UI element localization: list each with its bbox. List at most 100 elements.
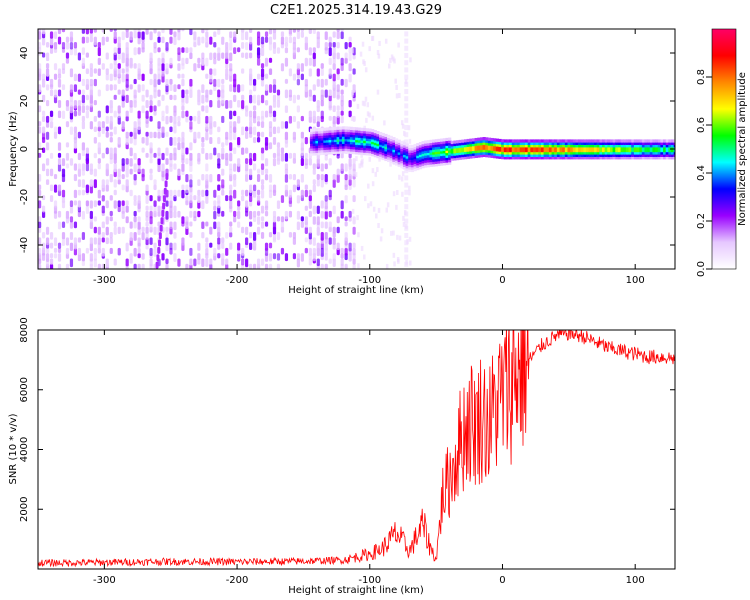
heatmap-cell: [373, 144, 377, 148]
heatmap-cell: [379, 155, 383, 160]
heatmap-cell: [450, 148, 454, 152]
heatmap-cell: [400, 162, 404, 166]
heatmap-cell: [673, 144, 675, 148]
heatmap-cell: [655, 156, 659, 160]
heatmap-cell: [213, 200, 217, 207]
heatmap-cell: [241, 84, 245, 92]
heatmap-cell: [97, 41, 101, 48]
heatmap-cell: [339, 143, 343, 147]
heatmap-cell: [288, 210, 293, 218]
heatmap-cell: [117, 78, 121, 85]
heatmap-cell: [213, 221, 217, 230]
heatmap-cell: [356, 103, 360, 109]
heatmap-cell: [229, 221, 233, 227]
heatmap-cell: [105, 237, 109, 245]
heatmap-cell: [644, 141, 648, 145]
x-tick-label: 100: [626, 275, 645, 286]
heatmap-cell: [177, 115, 181, 122]
heatmap-cell: [181, 78, 185, 87]
heatmap-cell: [633, 144, 638, 148]
heatmap-cell: [312, 133, 316, 137]
heatmap-cell: [671, 156, 675, 160]
heatmap-cell: [336, 115, 340, 125]
heatmap-cell: [300, 131, 304, 139]
heatmap-cell: [260, 184, 265, 190]
heatmap-cell: [668, 153, 672, 157]
heatmap-cell: [617, 151, 622, 155]
heatmap-cell: [181, 184, 185, 191]
heatmap-cell: [340, 163, 344, 172]
heatmap-cell: [384, 133, 388, 138]
heatmap-cell: [173, 205, 177, 212]
heatmap-cell: [272, 94, 277, 103]
heatmap-cell: [288, 68, 293, 77]
heatmap-cell: [318, 137, 322, 141]
heatmap-cell: [551, 156, 555, 160]
heatmap-cell: [357, 263, 360, 269]
heatmap-cell: [426, 161, 431, 165]
heatmap-cell: [201, 200, 205, 210]
heatmap-cell: [245, 189, 249, 197]
heatmap-cell: [404, 125, 409, 130]
heatmap-cell: [503, 139, 508, 143]
heatmap-cell: [360, 146, 364, 151]
heatmap-cell: [604, 153, 608, 157]
heatmap-cell: [300, 29, 304, 32]
heatmap-cell: [256, 137, 261, 143]
heatmap-cell: [65, 100, 70, 107]
heatmap-cell: [339, 136, 343, 140]
heatmap-cell: [320, 149, 324, 153]
heatmap-cell: [213, 78, 217, 87]
heatmap-cell: [453, 142, 457, 147]
heatmap-cell: [404, 139, 409, 145]
heatmap-cell: [636, 146, 640, 150]
heatmap-cell: [416, 143, 420, 147]
heatmap-cell: [323, 151, 327, 155]
heatmap-cell: [387, 146, 391, 151]
heatmap-cell: [189, 221, 193, 227]
heatmap-cell: [461, 144, 465, 148]
heatmap-cell: [588, 139, 592, 143]
heatmap-cell: [432, 139, 436, 143]
heatmap-cell: [260, 168, 265, 176]
heatmap-cell: [559, 151, 563, 155]
heatmap-cell: [101, 63, 105, 70]
heatmap-cell: [300, 158, 304, 167]
heatmap-cell: [389, 150, 393, 154]
heatmap-cell: [173, 115, 177, 125]
heatmap-cell: [617, 156, 622, 160]
heatmap-cell: [352, 258, 356, 265]
heatmap-cell: [221, 189, 225, 196]
heatmap-cell: [333, 148, 338, 152]
heatmap-cell: [373, 137, 377, 141]
heatmap-cell: [554, 149, 558, 153]
heatmap-cell: [292, 29, 296, 33]
heatmap-cell: [437, 155, 441, 159]
heatmap-cell: [487, 137, 492, 141]
heatmap-cell: [45, 237, 50, 246]
heatmap-cell: [169, 126, 173, 133]
heatmap-cell: [381, 154, 385, 158]
heatmap-cell: [201, 221, 205, 229]
heatmap-cell: [448, 142, 452, 146]
heatmap-cell: [229, 41, 233, 51]
heatmap-cell: [49, 115, 54, 122]
heatmap-cell: [437, 146, 441, 150]
figure-title: C2E1.2025.314.19.43.G29: [270, 3, 442, 18]
heatmap-cell: [332, 89, 336, 99]
heatmap-cell: [105, 147, 109, 155]
heatmap-cell: [357, 129, 362, 134]
heatmap-cell: [652, 151, 656, 155]
heatmap-cell: [320, 173, 324, 181]
heatmap-cell: [519, 156, 523, 160]
heatmap-cell: [225, 100, 229, 109]
heatmap-cell: [308, 158, 312, 166]
heatmap-cell: [426, 154, 431, 158]
heatmap-cell: [324, 195, 328, 202]
heatmap-cell: [336, 141, 340, 145]
heatmap-cell: [141, 73, 145, 81]
heatmap-cell: [341, 135, 346, 140]
heatmap-cell: [490, 145, 494, 149]
heatmap-cell: [366, 102, 370, 108]
heatmap-cell: [583, 156, 587, 160]
